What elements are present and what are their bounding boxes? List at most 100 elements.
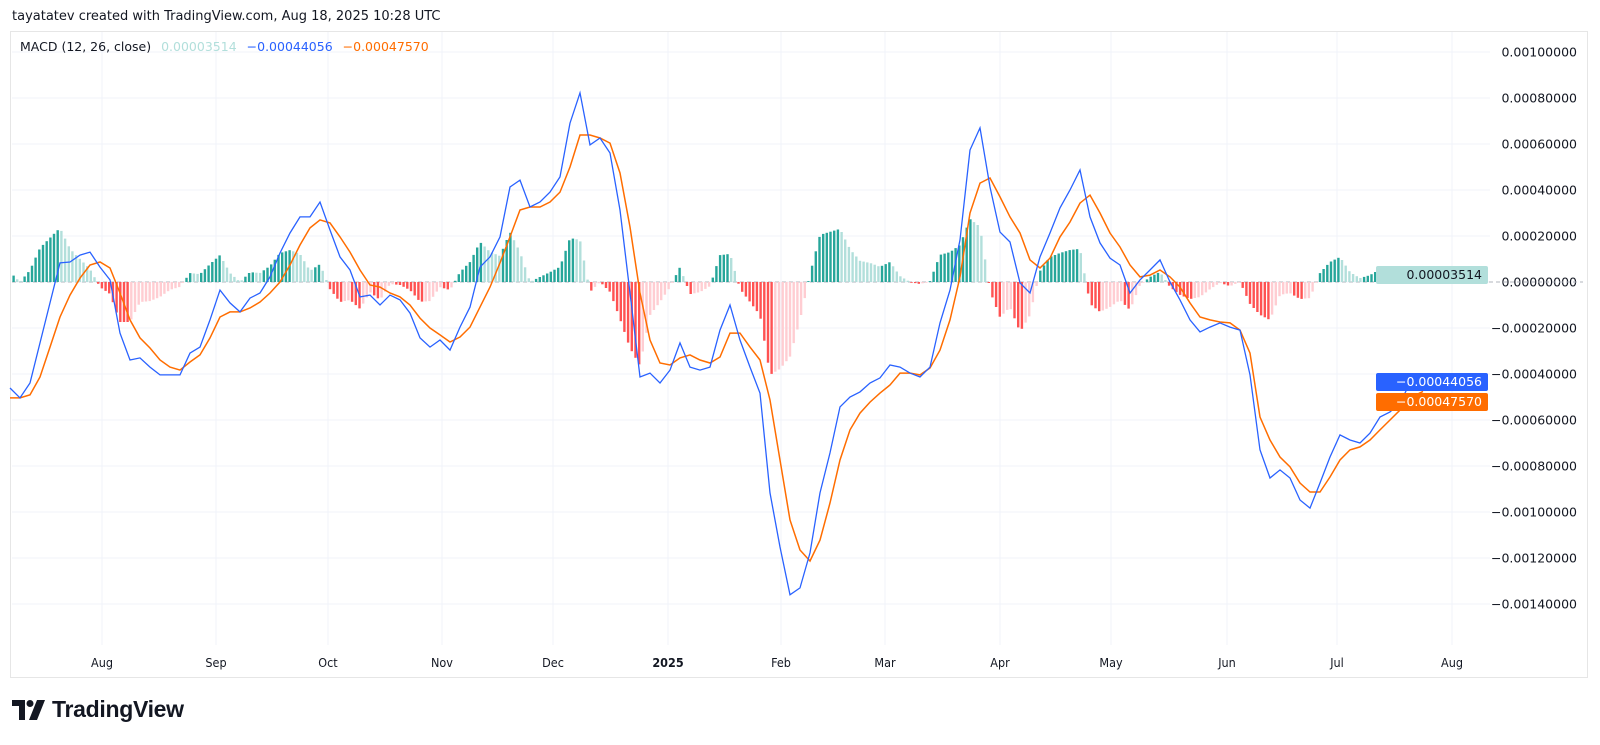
grid (12, 32, 1490, 645)
histogram-bar (586, 279, 589, 282)
histogram-bar (1053, 255, 1057, 282)
histogram-bar (836, 229, 840, 282)
histogram-bar (807, 281, 810, 282)
histogram-bar (1201, 282, 1204, 296)
histogram-bar (936, 262, 939, 282)
signal-price-label: −0.00047570 (1376, 393, 1488, 411)
histogram-bar (203, 269, 207, 282)
histogram-bar (1219, 282, 1222, 284)
histogram-bar (362, 282, 365, 304)
histogram-bar (1127, 282, 1130, 309)
histogram-bar (722, 254, 725, 282)
histogram-bar (424, 282, 427, 302)
histogram-bar (310, 269, 313, 282)
y-tick-label: 0.00040000 (1501, 183, 1577, 198)
histogram-bar (888, 262, 891, 282)
histogram-bar (71, 251, 74, 282)
histogram-bar (553, 269, 556, 282)
histogram-bar (1326, 264, 1329, 282)
histogram-bar (1322, 269, 1325, 282)
histogram-bar (1293, 282, 1296, 296)
histogram-bar (192, 273, 196, 282)
y-tick-label: −0.00120000 (1491, 551, 1577, 566)
tradingview-logo[interactable]: TradingView (12, 696, 184, 723)
macd-price-label: −0.00044056 (1376, 373, 1488, 391)
indicator-legend[interactable]: MACD (12, 26, close) 0.00003514 −0.00044… (20, 39, 435, 54)
histogram-bar (373, 282, 376, 296)
histogram-bar (590, 282, 593, 291)
histogram-bar (391, 282, 394, 285)
histogram-bar (634, 282, 637, 358)
histogram-bar (1182, 282, 1185, 297)
histogram-bar (619, 282, 622, 322)
histogram-bar (442, 282, 446, 289)
histogram-bar (108, 282, 111, 294)
histogram-bar (910, 282, 913, 283)
histogram-bar (222, 261, 225, 282)
histogram-bar (1090, 282, 1093, 306)
histogram-bar (825, 232, 828, 282)
histogram-bar (682, 276, 685, 282)
histogram-bar (417, 282, 420, 300)
x-tick-label: Oct (318, 655, 338, 670)
histogram-bar (413, 282, 416, 296)
histogram-bar (354, 282, 357, 306)
histogram-bar (660, 282, 663, 301)
histogram-bar (1193, 282, 1196, 298)
histogram-bar (696, 282, 700, 293)
histogram-bar (12, 275, 15, 282)
histogram-bar (1241, 282, 1244, 288)
histogram-bar (82, 262, 85, 282)
chart-frame (10, 31, 1588, 678)
histogram-bar (1270, 282, 1274, 315)
histogram-bar (1064, 251, 1068, 282)
histogram-bar (1086, 282, 1090, 294)
histogram-bar (247, 273, 251, 282)
histogram-bar (1263, 282, 1266, 318)
histogram-bar (321, 270, 324, 282)
histogram-bar (365, 282, 368, 298)
histogram-bar (428, 282, 431, 302)
histogram-bar (431, 282, 435, 297)
histogram-bar (387, 282, 391, 286)
histogram-bar (347, 282, 350, 301)
histogram-bar (571, 238, 575, 282)
histogram-bar (325, 280, 328, 282)
histogram-bar (1340, 260, 1344, 282)
histogram-bar (1304, 282, 1307, 299)
histogram-bar (19, 280, 23, 282)
histogram-bar (23, 276, 26, 282)
histogram-bar (350, 282, 354, 302)
histogram-bar (763, 282, 766, 341)
histogram-bar (1318, 273, 1322, 282)
histogram-bar (1149, 276, 1152, 282)
histogram-bar (343, 282, 346, 301)
histogram-bar (715, 266, 718, 282)
tradingview-logo-icon (12, 699, 45, 720)
y-tick-label: −0.00060000 (1491, 413, 1577, 428)
histogram-bar (119, 282, 122, 322)
histogram-bar (1109, 282, 1112, 307)
histogram-bar (534, 278, 538, 282)
histogram-bar (568, 240, 571, 282)
histogram-bar (520, 256, 523, 282)
histogram-bar (100, 282, 104, 289)
time-axis: Aug Sep Oct Nov Dec 2025 Feb Mar Apr May Jun Jul Aug (91, 655, 1463, 670)
histogram-bar (277, 254, 280, 282)
y-tick-label: 0.00020000 (1501, 229, 1577, 244)
histogram-bar (1245, 282, 1248, 296)
histogram-bar (1017, 282, 1020, 328)
histogram-bar (1197, 282, 1200, 298)
histogram-bar (582, 260, 586, 282)
histogram-bar (1083, 273, 1086, 282)
histogram-bar (317, 264, 321, 282)
histogram-bar (1256, 282, 1259, 312)
histogram-bar (700, 282, 703, 292)
histogram-bar (303, 261, 306, 282)
x-tick-label: Mar (874, 655, 896, 670)
histogram-bar (781, 282, 784, 366)
histogram-bar (689, 282, 692, 294)
histogram-bar (457, 274, 460, 282)
histogram-bar (1171, 282, 1174, 290)
